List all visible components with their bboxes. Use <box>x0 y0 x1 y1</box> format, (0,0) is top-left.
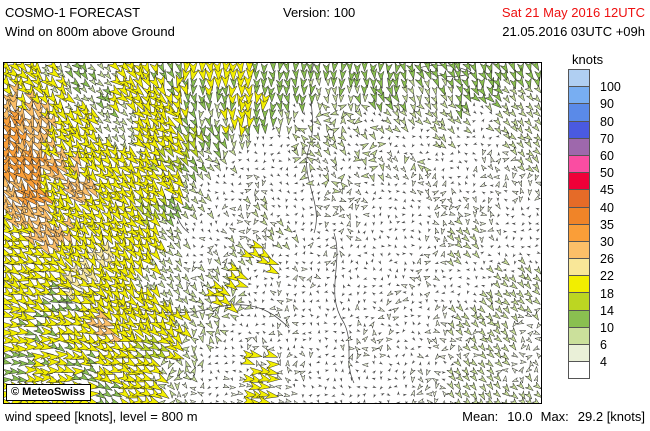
footer-variable-label: wind speed [knots], level = 800 m <box>5 409 198 424</box>
footer-stats: Mean: 10.0 Max: 29.2 [knots] <box>462 409 645 424</box>
legend-swatch <box>568 344 590 363</box>
wind-map: © MeteoSwiss <box>3 62 542 404</box>
run-info: 21.05.2016 03UTC +09h <box>502 24 645 39</box>
legend-swatch <box>568 154 590 174</box>
legend-tick-label: 18 <box>600 286 614 301</box>
max-value: 29.2 [knots] <box>577 409 645 424</box>
legend-tick-label: 50 <box>600 166 614 181</box>
legend-swatch <box>568 240 590 260</box>
legend-tick-label: 22 <box>600 269 614 284</box>
legend-swatch <box>568 189 590 208</box>
legend-tick-label: 70 <box>600 131 614 146</box>
legend-tick-label: 60 <box>600 149 614 163</box>
max-label: Max: <box>540 409 569 424</box>
legend-tick-label: 35 <box>600 217 614 232</box>
legend-tick-label: 14 <box>600 303 614 318</box>
mean-label: Mean: <box>462 409 499 424</box>
legend-swatch <box>568 120 590 139</box>
legend-tick-label: 6 <box>600 338 607 353</box>
page-title: COSMO-1 FORECAST <box>5 5 141 20</box>
version-label: Version: 100 <box>283 5 356 20</box>
legend-swatch <box>568 103 590 122</box>
legend-swatch <box>568 137 590 156</box>
legend-swatch <box>568 172 590 191</box>
legend-tick-label: 26 <box>600 252 614 267</box>
legend-title: knots <box>572 52 604 67</box>
legend-tick-label: 80 <box>600 114 614 129</box>
legend-scale: 100 90 80 70 60 50 45 40 35 30 26 22 18 14 10 6 4 <box>568 69 650 380</box>
legend-tick-label: 100 <box>600 80 621 95</box>
legend-tick-label: 4 <box>600 355 607 370</box>
legend-swatch <box>568 326 590 345</box>
legend-tick-label: 45 <box>600 183 614 198</box>
legend-swatch <box>568 69 590 88</box>
valid-date: Sat 21 May 2016 12UTC <box>501 5 645 20</box>
legend-tick-label: 90 <box>600 97 614 112</box>
legend-swatch <box>568 206 590 225</box>
legend-tick-label: 40 <box>600 200 614 215</box>
legend: knots 100 90 80 70 60 50 45 40 35 30 26 22 18 14 10 6 4 <box>566 52 650 380</box>
legend-swatch <box>568 86 590 105</box>
legend-swatch <box>568 223 590 242</box>
legend-swatch <box>568 361 590 380</box>
wind-field-svg <box>4 63 541 403</box>
page-subtitle: Wind on 800m above Ground <box>5 24 175 39</box>
legend-swatch <box>568 309 590 328</box>
legend-tick-label: 30 <box>600 235 614 249</box>
copyright-badge: © MeteoSwiss <box>6 384 92 401</box>
mean-value: 10.0 <box>507 409 533 424</box>
legend-swatch <box>568 292 590 311</box>
legend-swatch <box>568 258 590 277</box>
legend-tick-label: 10 <box>600 321 614 335</box>
legend-swatch <box>568 275 590 294</box>
